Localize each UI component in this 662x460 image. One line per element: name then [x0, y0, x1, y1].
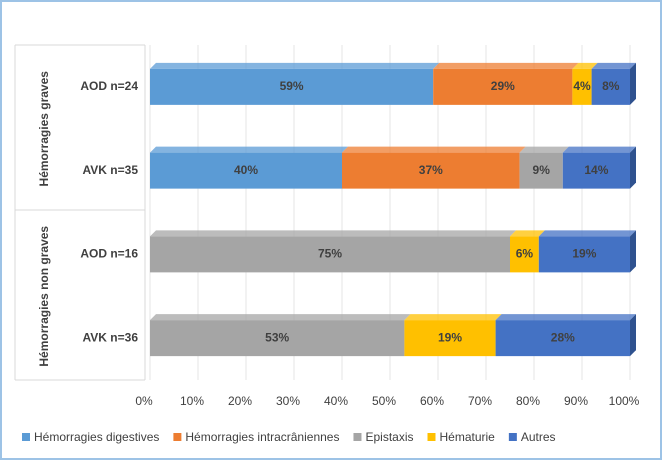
value-label: 8% — [602, 79, 620, 93]
value-label: 37% — [419, 163, 443, 177]
bar-top — [150, 314, 411, 321]
value-label: 19% — [438, 330, 462, 344]
bar-top — [150, 230, 516, 237]
value-label: 29% — [491, 79, 515, 93]
bar-top — [404, 314, 502, 321]
x-tick-label: 10% — [180, 394, 204, 408]
x-tick-label: 60% — [420, 394, 444, 408]
legend-label: Epistaxis — [365, 430, 413, 444]
legend-label: Hémorragies intracrâniennes — [185, 430, 339, 444]
value-label: 9% — [533, 163, 551, 177]
category-label: AVK n=36 — [83, 330, 139, 344]
legend-swatch — [353, 433, 362, 441]
group-label: Hémorragies graves — [37, 71, 51, 187]
bar-top — [572, 62, 598, 69]
bar-top — [562, 146, 636, 153]
bar-segment — [495, 320, 630, 357]
bar-top — [150, 62, 440, 69]
legend-swatch — [427, 433, 436, 441]
bar-top — [519, 146, 569, 153]
legend-swatch — [173, 433, 182, 441]
value-label: 4% — [573, 79, 591, 93]
bar-segment — [591, 68, 630, 105]
bar-segment — [150, 68, 434, 105]
bar-segment — [150, 152, 342, 189]
bar-side — [630, 230, 636, 273]
group-label: Hémorragies non graves — [37, 226, 51, 367]
bar-side — [630, 62, 636, 105]
bar-side — [630, 146, 636, 189]
x-tick-label: 50% — [372, 394, 396, 408]
bar-segment — [562, 152, 630, 189]
x-tick-label: 90% — [564, 394, 588, 408]
bar-top — [510, 230, 545, 237]
x-tick-label: 80% — [516, 394, 540, 408]
bar-segment — [150, 320, 405, 357]
bar-segment — [150, 236, 510, 273]
bar-segment — [519, 152, 563, 189]
bar-segment — [342, 152, 520, 189]
bar-top — [591, 62, 636, 69]
value-label: 59% — [280, 79, 304, 93]
x-tick-label: 100% — [609, 394, 640, 408]
x-tick-label: 30% — [276, 394, 300, 408]
bar-segment — [510, 236, 539, 273]
x-tick-label: 70% — [468, 394, 492, 408]
legend-swatch — [22, 433, 30, 441]
legend-label: Hémorragies digestives — [34, 430, 159, 444]
bar-segment — [572, 68, 592, 105]
bar-top — [538, 230, 636, 237]
x-tick-label: 40% — [324, 394, 348, 408]
legend-label: Autres — [521, 430, 556, 444]
value-label: 14% — [584, 163, 608, 177]
bar-segment — [433, 68, 573, 105]
bar-top — [495, 314, 636, 321]
bar-top — [150, 146, 348, 153]
value-label: 75% — [318, 247, 342, 261]
bar-top — [342, 146, 526, 153]
x-tick-label: 0% — [135, 394, 153, 408]
value-label: 19% — [572, 247, 596, 261]
bar-side — [630, 314, 636, 357]
legend-label: Hématurie — [440, 430, 496, 444]
bar-top — [433, 62, 579, 69]
bar-segment — [404, 320, 496, 357]
value-label: 53% — [265, 330, 289, 344]
value-label: 40% — [234, 163, 258, 177]
value-label: 6% — [516, 247, 534, 261]
category-label: AOD n=16 — [80, 247, 138, 261]
bar-segment — [538, 236, 630, 273]
category-label: AVK n=35 — [83, 163, 139, 177]
legend-swatch — [508, 433, 517, 441]
value-label: 28% — [551, 330, 575, 344]
x-tick-label: 20% — [228, 394, 252, 408]
category-label: AOD n=24 — [80, 79, 138, 93]
